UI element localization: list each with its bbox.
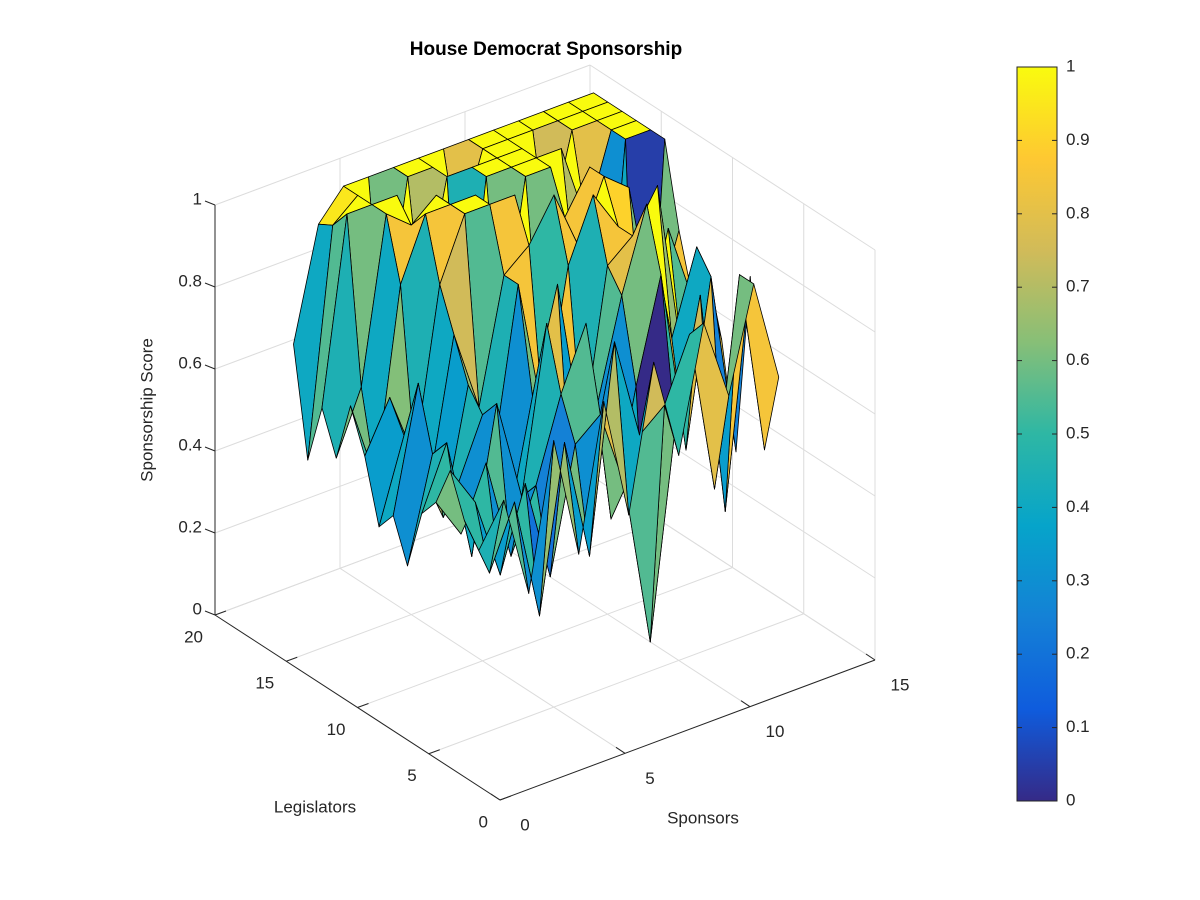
colorbar-tick-label: 0.8	[1066, 203, 1090, 222]
y-tick	[499, 795, 512, 801]
colorbar-tick-label: 0.4	[1066, 497, 1090, 516]
x-axis-label: Sponsors	[667, 808, 739, 827]
z-tick	[204, 364, 216, 370]
grid-line	[286, 520, 662, 662]
x-tick-label: 0	[520, 815, 529, 834]
colorbar-tick-label: 0.2	[1066, 644, 1090, 663]
colorbar-tick-label: 0.7	[1066, 277, 1090, 296]
z-tick-label: 0	[193, 599, 202, 618]
colorbar-tick-label: 0.9	[1066, 130, 1090, 149]
z-tick	[204, 282, 216, 288]
grid-line	[589, 64, 876, 251]
x-tick	[740, 700, 751, 708]
y-tick-label: 20	[184, 627, 203, 646]
grid-line	[428, 613, 804, 755]
x-tick-label: 10	[766, 722, 785, 741]
colorbar-tick-label: 0.5	[1066, 423, 1090, 442]
z-tick	[204, 446, 216, 452]
x-tick-label: 5	[645, 769, 654, 788]
z-tick	[204, 200, 216, 206]
axes: 0 5 10 15 0 5 10 15 20 0 0.2 0.4 0.6 0.8 1	[178, 189, 909, 834]
colorbar-tick-label: 0.6	[1066, 350, 1090, 369]
z-axis-label: Sponsorship Score	[137, 338, 156, 482]
z-tick	[204, 528, 216, 534]
y-tick	[214, 610, 227, 616]
y-tick-label: 15	[255, 674, 274, 693]
colorbar-tick-label: 0.1	[1066, 717, 1090, 736]
colorbar: 0 0.1 0.2 0.3 0.4 0.5 0.6 0.7 0.8 0.9 1	[1016, 56, 1090, 809]
chart-title: House Democrat Sponsorship	[410, 39, 682, 60]
z-tick-label: 0.6	[178, 353, 202, 372]
z-tick-label: 0.2	[178, 517, 202, 536]
colorbar-tick-label: 0.3	[1066, 570, 1090, 589]
y-tick	[286, 656, 298, 662]
z-tick-label: 1	[193, 189, 202, 208]
y-tick-label: 5	[407, 766, 416, 785]
y-tick-label: 0	[479, 812, 488, 831]
x-tick-label: 15	[891, 675, 910, 694]
grid-line	[214, 64, 591, 206]
x-tick	[615, 746, 626, 754]
y-tick	[428, 749, 440, 755]
colorbar-bar	[1016, 66, 1058, 802]
surface-face	[464, 499, 505, 574]
x-tick	[865, 653, 876, 661]
grid-line	[357, 567, 733, 708]
colorbar-tick-label: 0	[1066, 790, 1075, 809]
z-tick	[204, 610, 216, 616]
surface	[293, 92, 780, 643]
y-tick	[357, 703, 369, 708]
y-tick-label: 10	[327, 720, 346, 739]
z-tick-label: 0.4	[178, 435, 202, 454]
y-axis-label: Legislators	[274, 797, 356, 816]
x-axis	[499, 659, 876, 801]
x-tick	[490, 793, 501, 801]
colorbar-tick-label: 1	[1066, 56, 1075, 75]
z-tick-label: 0.8	[178, 271, 202, 290]
